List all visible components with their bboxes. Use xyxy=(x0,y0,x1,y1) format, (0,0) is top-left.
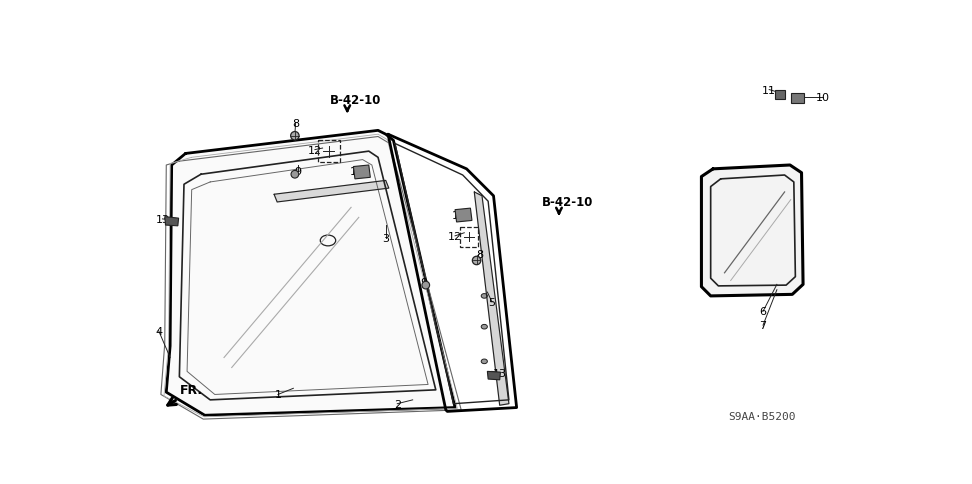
Text: S9AA·B5200: S9AA·B5200 xyxy=(728,411,796,422)
Ellipse shape xyxy=(481,359,487,364)
Text: B-42-10: B-42-10 xyxy=(330,94,382,107)
Text: 7: 7 xyxy=(759,320,767,331)
Text: 8: 8 xyxy=(292,119,299,128)
Text: 3: 3 xyxy=(382,234,389,243)
Text: 2: 2 xyxy=(394,399,400,409)
Polygon shape xyxy=(474,193,509,406)
Polygon shape xyxy=(702,166,803,296)
Text: 13: 13 xyxy=(156,214,169,225)
Text: 6: 6 xyxy=(759,307,767,317)
Text: B-42-10: B-42-10 xyxy=(542,196,594,209)
Ellipse shape xyxy=(291,132,299,141)
Text: 8: 8 xyxy=(476,249,483,259)
Polygon shape xyxy=(776,91,784,100)
Text: 14: 14 xyxy=(349,167,364,177)
Bar xyxy=(460,227,478,247)
Ellipse shape xyxy=(481,294,487,299)
Polygon shape xyxy=(164,217,179,227)
Ellipse shape xyxy=(481,325,487,329)
Text: 9: 9 xyxy=(421,277,428,287)
Polygon shape xyxy=(166,131,455,415)
Text: 12: 12 xyxy=(308,145,322,155)
Ellipse shape xyxy=(422,282,430,289)
Text: 5: 5 xyxy=(489,298,496,307)
Ellipse shape xyxy=(291,171,298,179)
Text: FR.: FR. xyxy=(180,383,203,396)
Text: 1: 1 xyxy=(274,390,282,400)
Polygon shape xyxy=(274,181,389,202)
Text: 12: 12 xyxy=(448,231,462,242)
Polygon shape xyxy=(354,166,370,180)
Polygon shape xyxy=(487,372,501,380)
Text: 13: 13 xyxy=(493,368,506,378)
Polygon shape xyxy=(791,94,804,104)
Polygon shape xyxy=(455,209,472,223)
Text: 10: 10 xyxy=(816,93,830,103)
Text: 11: 11 xyxy=(762,85,777,95)
Text: 9: 9 xyxy=(295,167,301,177)
Ellipse shape xyxy=(472,257,481,265)
Text: 14: 14 xyxy=(452,211,466,221)
Bar xyxy=(318,141,339,163)
Text: 4: 4 xyxy=(155,326,162,336)
